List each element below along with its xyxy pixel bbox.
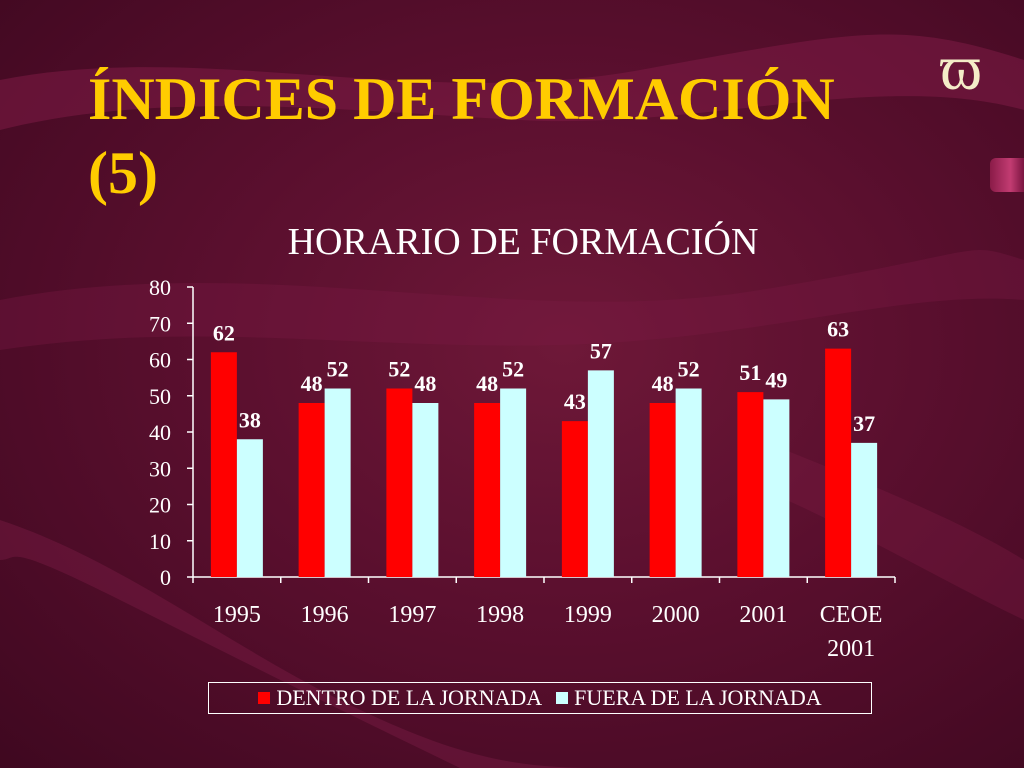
y-tick-label: 70 [149, 311, 171, 336]
data-label: 48 [476, 371, 498, 396]
category-label: 1996 [301, 602, 349, 628]
category-label: 2000 [652, 602, 700, 628]
legend-swatch-fuera [556, 692, 569, 704]
y-tick-label: 0 [160, 565, 171, 590]
bar-dentro [474, 403, 501, 577]
category-label: 1999 [564, 602, 612, 628]
y-tick-label: 60 [149, 348, 171, 373]
category-label: 1997 [388, 602, 436, 628]
chart-title: HORARIO DE FORMACIÓN [287, 221, 759, 263]
data-label: 48 [301, 371, 323, 396]
bar-dentro [386, 388, 413, 577]
legend-label-dentro: DENTRO DE LA JORNADA [276, 685, 543, 710]
data-label: 38 [239, 407, 261, 432]
y-tick-label: 20 [149, 493, 171, 518]
bar-fuera [587, 370, 614, 577]
data-label: 37 [853, 411, 875, 436]
bar-fuera [324, 388, 351, 577]
data-label: 48 [414, 371, 436, 396]
data-label: 48 [652, 371, 674, 396]
y-tick-label: 40 [149, 420, 171, 445]
data-label: 52 [502, 357, 524, 382]
side-tab-decoration [990, 158, 1024, 192]
legend-swatch-dentro [258, 692, 271, 704]
bar-dentro [737, 392, 764, 577]
legend-item-fuera: FUERA DE LA JORNADA [556, 685, 822, 711]
chart-legend: DENTRO DE LA JORNADA FUERA DE LA JORNADA [208, 682, 872, 714]
bar-fuera [412, 403, 439, 577]
data-label: 43 [564, 389, 586, 414]
slide-title: ÍNDICES DE FORMACIÓN (5) [88, 66, 835, 206]
bar-fuera [763, 399, 790, 577]
bar-dentro [298, 403, 325, 577]
data-label: 63 [827, 317, 849, 342]
data-label: 49 [765, 367, 787, 392]
data-label: 52 [678, 357, 700, 382]
data-label: 51 [739, 360, 761, 385]
bar-dentro [649, 403, 676, 577]
data-label: 52 [388, 357, 410, 382]
bar-fuera [851, 442, 878, 577]
bar-dentro [825, 348, 852, 577]
bar-fuera [675, 388, 702, 577]
y-tick-label: 10 [149, 529, 171, 554]
category-label: CEOE [820, 602, 883, 628]
category-label: 1995 [213, 602, 261, 628]
y-tick-label: 50 [149, 384, 171, 409]
legend-label-fuera: FUERA DE LA JORNADA [574, 685, 822, 710]
category-label: 1998 [476, 602, 524, 628]
bar-fuera [500, 388, 527, 577]
y-tick-label: 30 [149, 456, 171, 481]
category-label: 2001 [827, 636, 875, 662]
category-label: 2001 [739, 602, 787, 628]
data-label: 52 [327, 357, 349, 382]
data-label: 57 [590, 338, 612, 363]
y-tick-label: 80 [149, 275, 171, 300]
data-label: 62 [213, 320, 235, 345]
logo-icon: ϖ [940, 32, 983, 103]
bar-fuera [236, 439, 263, 577]
bar-dentro [561, 421, 588, 577]
legend-item-dentro: DENTRO DE LA JORNADA [258, 685, 542, 711]
bar-dentro [210, 352, 237, 577]
